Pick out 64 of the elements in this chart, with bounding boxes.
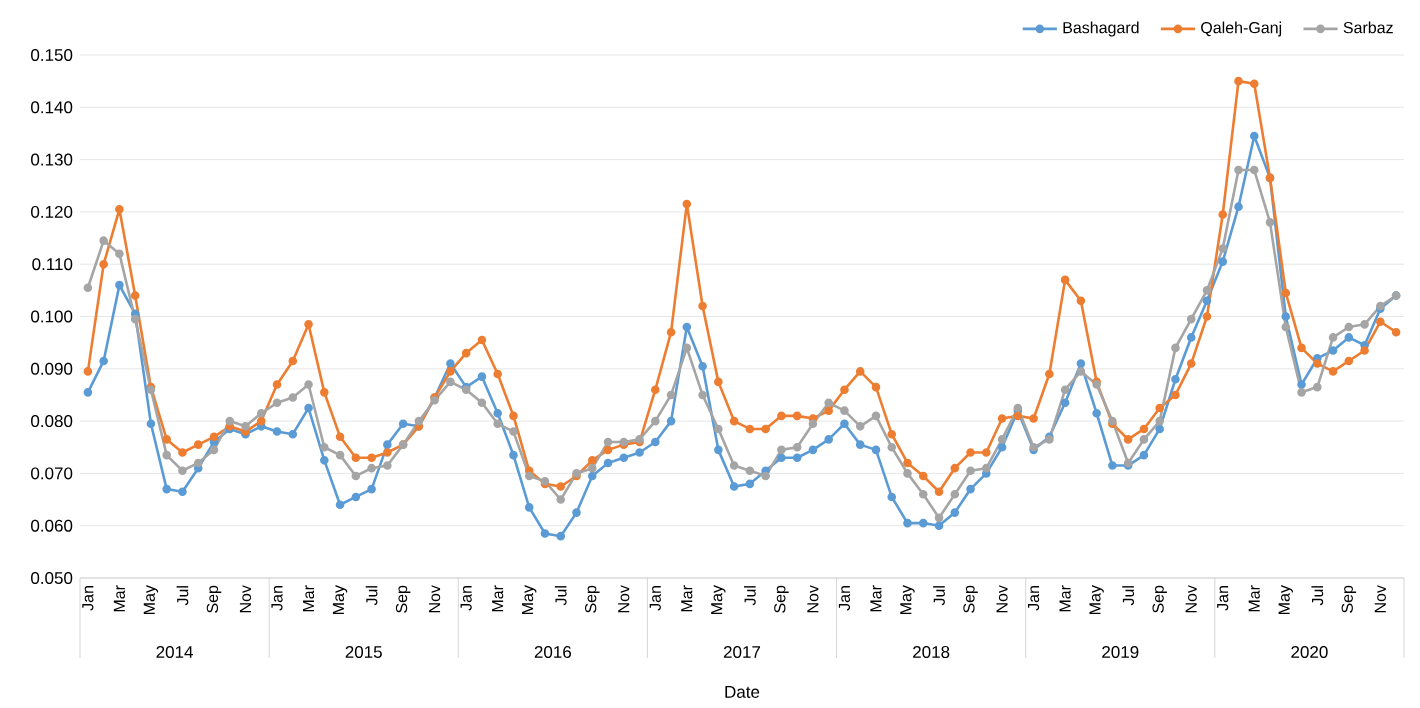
- x-tick-label: Mar: [1059, 585, 1071, 612]
- x-tick-label: Sep: [585, 585, 600, 613]
- x-tick-label: Jan: [82, 586, 94, 611]
- y-tick-label: 0.080: [31, 415, 73, 428]
- x-tick-label: Jan: [460, 586, 472, 611]
- y-tick-label: 0.120: [31, 205, 73, 218]
- x-tick-label: Jul: [365, 586, 378, 606]
- text: 2015: [345, 646, 382, 659]
- y-tick-label: 0.070: [31, 467, 73, 480]
- x-tick-label: Sep: [774, 585, 789, 613]
- x-tick-label: Nov: [1185, 585, 1197, 613]
- x-tick-label: Jul: [176, 586, 189, 606]
- x-tick-label: Sep: [1341, 585, 1357, 613]
- x-tick-label: Mar: [113, 585, 125, 612]
- x-tick-label: Mar: [302, 585, 315, 612]
- x-tick-label: Nov: [239, 585, 252, 613]
- y-tick-label: 0.100: [31, 310, 73, 323]
- y-tick-label: 0.050: [31, 572, 73, 585]
- x-tick-label: Sep: [395, 585, 411, 613]
- x-tick-label: May: [900, 585, 915, 614]
- x-tick-label: May: [332, 585, 348, 614]
- x-tick-label: Nov: [429, 585, 441, 613]
- x-tick-label: Jul: [1311, 586, 1324, 606]
- x-tick-label: Jul: [743, 586, 756, 606]
- x-tick-label: Mar: [492, 585, 504, 612]
- x-tick-label: Jan: [1217, 586, 1229, 611]
- x-tick-label: Mar: [870, 585, 882, 612]
- legend-label: Bashagard: [1063, 21, 1139, 37]
- x-axis-title: Date: [725, 686, 760, 698]
- text: 2014: [156, 646, 193, 659]
- x-tick-label: May: [711, 585, 726, 614]
- text: 2020: [1291, 646, 1328, 659]
- text: 2018: [913, 646, 950, 659]
- legend-label: Sarbaz: [1343, 21, 1393, 34]
- y-tick-label: 0.140: [31, 101, 73, 114]
- x-tick-label: Nov: [996, 585, 1008, 613]
- x-tick-label: Sep: [1152, 585, 1167, 613]
- x-tick-label: Jul: [933, 586, 945, 606]
- y-tick-label: 0.150: [31, 49, 73, 62]
- x-tick-label: Jul: [1122, 586, 1135, 606]
- text: 2017: [723, 646, 761, 659]
- x-tick-label: Mar: [681, 585, 693, 612]
- y-tick-label: 0.090: [31, 362, 73, 375]
- y-tick-label: 0.110: [32, 258, 73, 271]
- text: 2016: [534, 646, 572, 659]
- x-tick-label: Mar: [1248, 585, 1260, 612]
- x-tick-label: Jan: [271, 586, 283, 611]
- text: 2019: [1102, 646, 1139, 659]
- y-tick-label: 0.130: [31, 153, 73, 166]
- x-tick-label: Nov: [807, 585, 819, 613]
- x-tick-label: Jan: [838, 586, 851, 611]
- x-tick-label: Sep: [963, 585, 978, 613]
- x-tick-label: Jan: [649, 586, 661, 611]
- x-tick-label: Jan: [1028, 586, 1040, 611]
- x-tick-label: Nov: [618, 585, 630, 613]
- y-tick-label: 0.060: [31, 519, 73, 532]
- x-tick-label: Nov: [1374, 585, 1386, 613]
- legend-label: Qaleh-Ganj: [1201, 21, 1282, 37]
- x-tick-label: May: [1278, 585, 1293, 614]
- x-tick-label: Jul: [554, 586, 567, 606]
- x-tick-label: May: [522, 585, 537, 614]
- x-tick-label: May: [143, 585, 159, 614]
- x-tick-label: May: [1089, 585, 1104, 614]
- x-tick-label: Sep: [206, 585, 222, 613]
